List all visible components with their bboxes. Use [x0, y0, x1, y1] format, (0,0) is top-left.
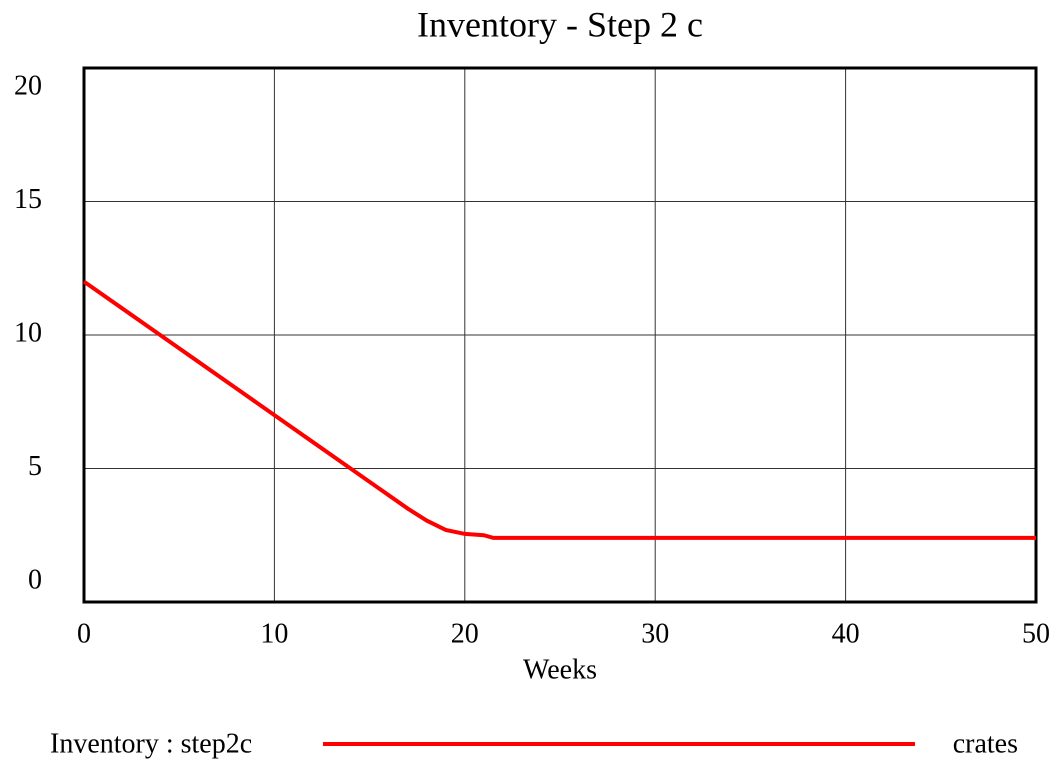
chart-title: Inventory - Step 2 c [417, 4, 703, 44]
x-axis-label: Weeks [523, 654, 597, 685]
x-tick-label: 30 [641, 618, 669, 649]
plot-frame [82, 66, 1038, 604]
x-tick-label: 20 [451, 618, 479, 649]
y-tick-label: 20 [14, 70, 42, 101]
series-line [82, 279, 1036, 540]
y-tick-label: 10 [14, 317, 42, 348]
x-tick-label: 50 [1022, 618, 1050, 649]
x-tick-label: 10 [260, 618, 288, 649]
legend-label: Inventory : step2c [50, 728, 252, 759]
y-tick-label: 0 [28, 564, 42, 595]
legend-units: crates [953, 728, 1018, 759]
x-tick-label: 40 [832, 618, 860, 649]
y-tick-label: 15 [14, 184, 42, 215]
y-tick-label: 5 [28, 451, 42, 482]
x-tick-label: 0 [77, 618, 91, 649]
